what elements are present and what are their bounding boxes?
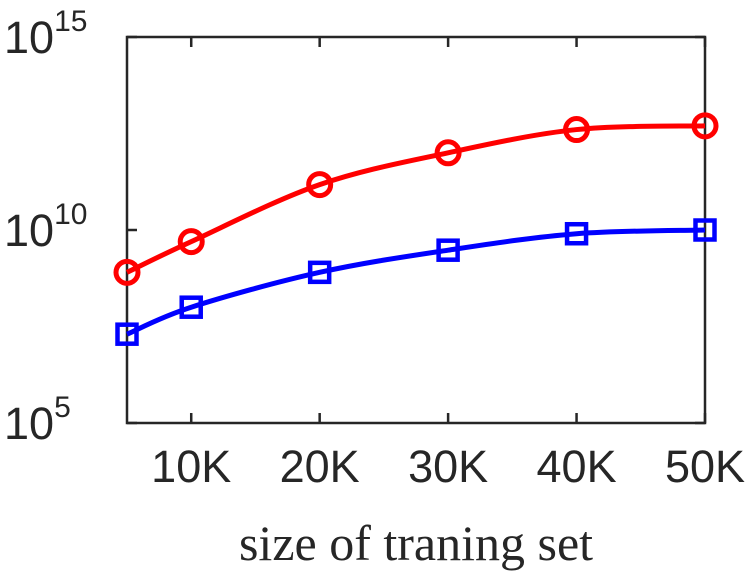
y-tick-base: 10 [4, 398, 54, 449]
series-line-square [126, 227, 706, 337]
y-tick-base: 10 [4, 12, 54, 63]
x-tick-label: 40K [537, 441, 617, 492]
data-point-circle [113, 258, 141, 286]
data-point-circle [691, 112, 719, 140]
series-layer [113, 112, 719, 346]
y-tick-exponent: 10 [54, 198, 87, 231]
data-point-square [564, 221, 589, 246]
data-point-square [179, 295, 203, 319]
data-point-square [115, 322, 139, 346]
x-tick-label: 10K [151, 441, 231, 492]
data-point-circle [563, 116, 591, 144]
x-tick-label: 20K [280, 441, 360, 492]
data-point-circle [177, 228, 205, 256]
x-tick-label: 50K [665, 441, 745, 492]
data-point-square [693, 218, 717, 242]
series-line-circle [125, 123, 706, 275]
x-axis-label: size of traning set [239, 515, 593, 571]
data-point-circle [434, 139, 462, 167]
x-tick-label: 30K [408, 441, 488, 492]
x-axis: 10K 20K 30K 40K 50K [151, 37, 745, 492]
y-tick-label: 1015 [4, 5, 87, 63]
y-tick-base: 10 [4, 205, 54, 256]
y-tick-exponent: 15 [54, 5, 87, 38]
data-point-circle [306, 171, 334, 199]
data-point-square [307, 260, 332, 285]
y-tick-label: 1010 [4, 198, 87, 256]
y-tick-label: 105 [4, 391, 71, 449]
data-point-square [436, 238, 460, 262]
y-tick-exponent: 5 [54, 391, 71, 424]
